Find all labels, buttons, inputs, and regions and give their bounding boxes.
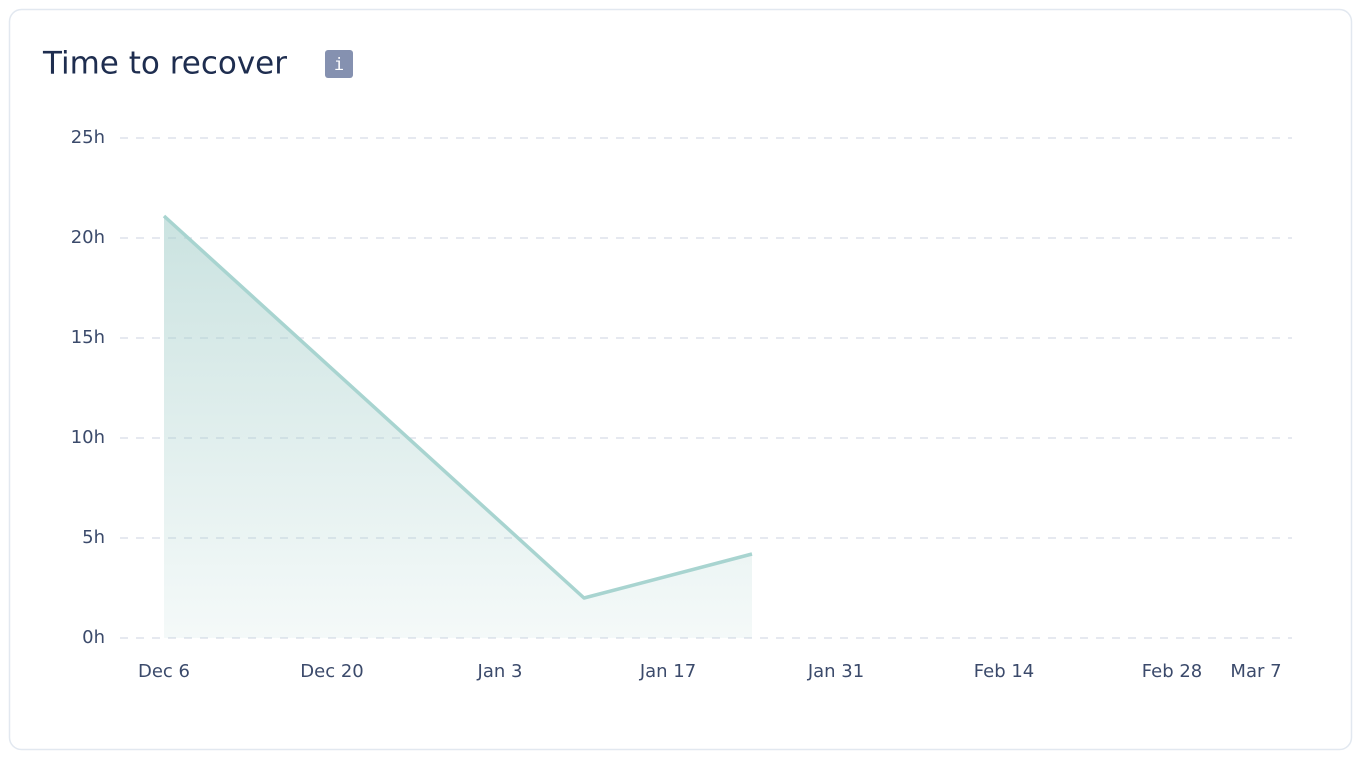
y-tick-label: 5h — [82, 527, 105, 548]
info-icon-glyph[interactable]: i — [334, 55, 344, 75]
info-icon[interactable]: i — [325, 50, 353, 78]
x-tick-label: Jan 3 — [477, 661, 523, 682]
y-tick-label: 25h — [71, 127, 105, 148]
info-icon-box[interactable] — [325, 50, 353, 78]
chart-title: Time to recover — [42, 46, 287, 82]
x-tick-label: Jan 17 — [639, 661, 696, 682]
y-tick-label: 20h — [71, 227, 105, 248]
line — [162, 214, 753, 600]
x-tick-label: Feb 14 — [974, 661, 1035, 682]
x-tick-label: Dec 20 — [300, 661, 363, 682]
x-tick-label: Mar 7 — [1230, 661, 1281, 682]
y-tick-label: 10h — [71, 427, 105, 448]
x-tick-label: Jan 31 — [807, 661, 864, 682]
x-tick-label: Feb 28 — [1142, 661, 1203, 682]
y-tick-label: 0h — [82, 627, 105, 648]
y-tick-label: 15h — [71, 327, 105, 348]
area-fill — [164, 216, 752, 638]
x-tick-label: Dec 6 — [138, 661, 190, 682]
